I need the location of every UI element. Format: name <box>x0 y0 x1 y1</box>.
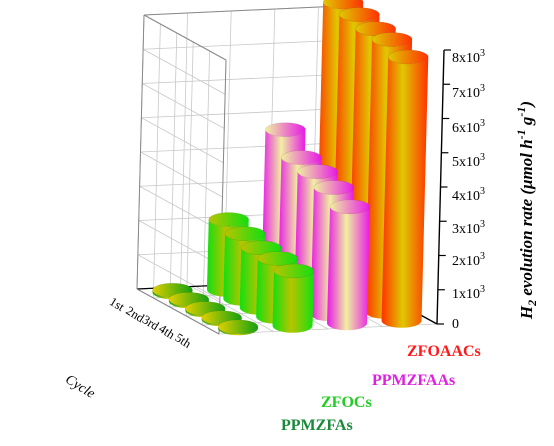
y-axis-ticks: 0 1x103 2x103 3x103 4x103 5x103 6x103 7x… <box>452 48 485 332</box>
bar-cylinder <box>381 49 429 328</box>
y-tick-label: 8x103 <box>452 48 485 66</box>
bar-cylinder <box>272 263 315 333</box>
y-tick-label: 4x103 <box>452 186 485 204</box>
bars-group <box>152 0 429 336</box>
y-tick-label: 1x103 <box>452 284 485 302</box>
series-label-ppmzfaas: PPMZFAAs <box>372 372 455 389</box>
bar-cylinder <box>327 199 371 331</box>
series-label-zfocs: ZFOCs <box>321 394 372 411</box>
bar-cylinder <box>217 319 259 336</box>
y-axis-title: H2 evolution rate (μmol h-1 g-1) <box>514 101 539 320</box>
y-tick-label: 3x103 <box>452 219 485 237</box>
y-tick-label: 6x103 <box>452 118 485 136</box>
series-label-zfoaacs: ZFOAACs <box>407 343 481 360</box>
y-tick-label: 0 <box>452 317 459 332</box>
series-label-ppmzfas: PPMZFAs <box>281 417 353 434</box>
y-tick-label: 5x103 <box>452 152 485 170</box>
x-tick-label: 5th <box>173 330 195 351</box>
x-tick-label: 1st <box>107 294 127 314</box>
x-axis-title: Cycle <box>62 372 97 402</box>
y-tick-label: 7x103 <box>452 83 485 101</box>
y-tick-label: 2x103 <box>452 251 485 269</box>
